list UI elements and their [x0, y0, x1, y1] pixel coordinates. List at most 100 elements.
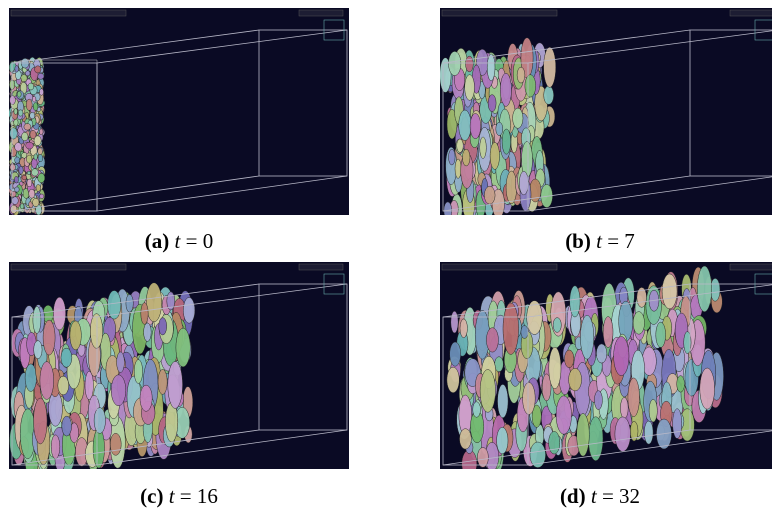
grain: [521, 326, 528, 339]
grain: [61, 348, 72, 367]
grain: [30, 130, 36, 138]
grain: [34, 398, 48, 444]
render-panel: [440, 8, 772, 215]
grain: [460, 429, 472, 449]
caption-value: 7: [624, 229, 635, 253]
grain: [580, 315, 593, 359]
grain: [10, 205, 17, 213]
grain: [594, 391, 602, 410]
grain: [457, 139, 464, 153]
render: [9, 262, 349, 469]
grain: [480, 370, 495, 413]
grain: [662, 274, 677, 309]
grain: [40, 362, 54, 400]
grain: [39, 89, 43, 96]
caption-symbol: t: [175, 229, 181, 253]
caption-value: 32: [619, 484, 640, 508]
grain: [633, 312, 644, 335]
grain: [18, 110, 23, 116]
caption: (b) t = 7: [430, 229, 770, 254]
figure: (a) t = 0 (b) t = 7 (c) t = 16 (d) t = 3…: [0, 0, 772, 513]
toolbar: [730, 264, 772, 270]
grain: [43, 320, 55, 355]
grain: [700, 368, 715, 409]
grain: [58, 376, 69, 395]
caption: (c) t = 16: [9, 484, 349, 509]
grain: [460, 319, 467, 338]
render-panel: [440, 262, 772, 469]
grain: [577, 413, 590, 456]
grain: [490, 142, 499, 169]
grain: [28, 83, 34, 90]
grain: [506, 171, 517, 204]
caption-relation: =: [180, 484, 192, 508]
grain: [455, 159, 461, 178]
render: [440, 262, 772, 469]
grain: [90, 314, 102, 349]
caption-relation: =: [186, 229, 198, 253]
caption-relation: =: [607, 229, 619, 253]
box-back: [259, 284, 347, 430]
grain: [38, 154, 43, 161]
grain: [451, 311, 458, 333]
grain: [22, 132, 29, 141]
grain: [26, 142, 34, 149]
grain: [523, 382, 536, 414]
grain: [34, 341, 42, 359]
grain: [30, 112, 35, 119]
box-back: [690, 30, 772, 176]
grain: [10, 164, 16, 171]
grain: [144, 323, 152, 342]
grain: [569, 368, 582, 391]
caption-symbol: t: [591, 484, 597, 508]
grain: [140, 385, 152, 411]
grain: [486, 328, 498, 352]
grain: [33, 103, 38, 111]
grain: [517, 67, 525, 83]
grain: [519, 171, 528, 195]
grain: [497, 427, 508, 454]
grain: [677, 376, 685, 393]
grain: [503, 303, 519, 355]
toolbar: [299, 264, 343, 270]
grain: [38, 173, 45, 182]
grain: [14, 176, 18, 183]
grain: [544, 86, 554, 105]
grain: [36, 185, 41, 192]
grain: [111, 375, 126, 406]
grain: [29, 189, 35, 198]
grain: [85, 371, 93, 399]
grain: [549, 347, 561, 389]
grain: [176, 328, 190, 367]
grain: [570, 286, 580, 317]
grain: [33, 198, 40, 206]
grain: [32, 169, 39, 176]
grain: [10, 128, 18, 139]
grain: [603, 317, 613, 348]
grain: [14, 119, 18, 126]
grain: [110, 433, 121, 455]
grain: [498, 384, 509, 417]
grain: [502, 129, 511, 154]
grain: [10, 96, 16, 105]
caption-label: (a): [145, 229, 170, 253]
caption-symbol: t: [169, 484, 175, 508]
grain: [22, 175, 27, 180]
grain: [513, 108, 523, 128]
toolbar: [11, 264, 126, 270]
grain: [500, 73, 511, 106]
caption-label: (d): [560, 484, 586, 508]
render: [440, 8, 772, 215]
grain: [53, 297, 65, 330]
grain: [565, 350, 574, 368]
grain: [15, 143, 22, 152]
grain: [484, 186, 495, 204]
grain: [70, 321, 81, 350]
grain: [447, 367, 459, 393]
grain: [158, 369, 167, 394]
page: {"figure": {"panels": [ {"label": "(a)",…: [0, 0, 772, 513]
grain: [544, 47, 556, 87]
grain: [25, 71, 30, 76]
grain: [673, 409, 682, 439]
grain: [644, 421, 653, 444]
